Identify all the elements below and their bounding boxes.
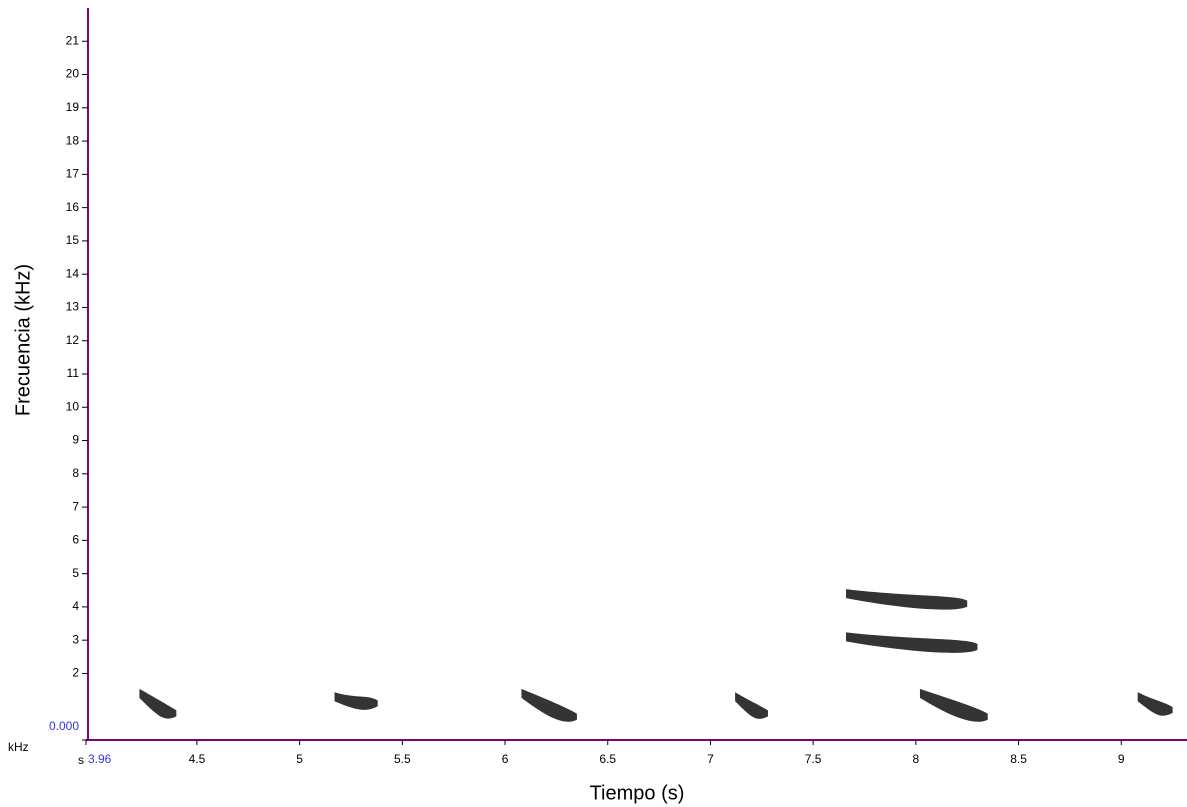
x-tick-label: 7.5 — [805, 752, 822, 766]
y-tick-label: 14 — [66, 266, 80, 280]
y-tick-label: 6 — [72, 533, 79, 547]
x-tick-label: 8.5 — [1010, 752, 1027, 766]
y-tick-label: 8 — [72, 466, 79, 480]
y-tick-label: 9 — [72, 433, 79, 447]
call — [735, 692, 768, 719]
x-tick-label: 3.96 — [88, 752, 112, 766]
call — [919, 688, 988, 722]
call — [846, 632, 978, 653]
call — [1137, 692, 1173, 716]
x-tick-label: 5.5 — [394, 752, 411, 766]
x-tick-label: 6 — [502, 752, 509, 766]
x-tick-label: 8 — [913, 752, 920, 766]
x-tick-label: 9 — [1118, 752, 1125, 766]
y-tick-label: 11 — [67, 366, 80, 380]
y-tick-label: 2 — [72, 666, 79, 680]
y-tick-label: 7 — [72, 499, 79, 513]
y-tick-label: 20 — [66, 67, 80, 81]
y-tick-label: 5 — [72, 566, 79, 580]
x-tick-label: 4.5 — [189, 752, 206, 766]
call — [846, 589, 968, 610]
y-axis-title: Frecuencia (kHz) — [12, 264, 34, 416]
call — [139, 688, 177, 719]
x-tick-label: 7 — [707, 752, 714, 766]
y-tick-label: 13 — [66, 300, 80, 314]
y-tick-label: 15 — [66, 233, 80, 247]
y-tick-label: 18 — [66, 133, 80, 147]
y-tick-label: 21 — [66, 33, 80, 47]
y-tick-label: 3 — [72, 632, 79, 646]
x-axis-title: Tiempo (s) — [590, 782, 685, 804]
y-tick-label: 16 — [66, 200, 80, 214]
x-unit: s — [78, 753, 84, 767]
call — [334, 692, 378, 710]
y-tick-label: 19 — [66, 100, 80, 114]
y-tick-label: 0.000 — [49, 719, 79, 733]
y-tick-label: 12 — [66, 333, 80, 347]
y-unit: kHz — [8, 740, 29, 754]
y-tick-label: 10 — [66, 399, 80, 413]
call — [521, 688, 577, 722]
y-tick-label: 17 — [66, 167, 80, 181]
x-tick-label: 6.5 — [599, 752, 616, 766]
x-tick-label: 5 — [296, 752, 303, 766]
y-tick-label: 4 — [72, 599, 79, 613]
